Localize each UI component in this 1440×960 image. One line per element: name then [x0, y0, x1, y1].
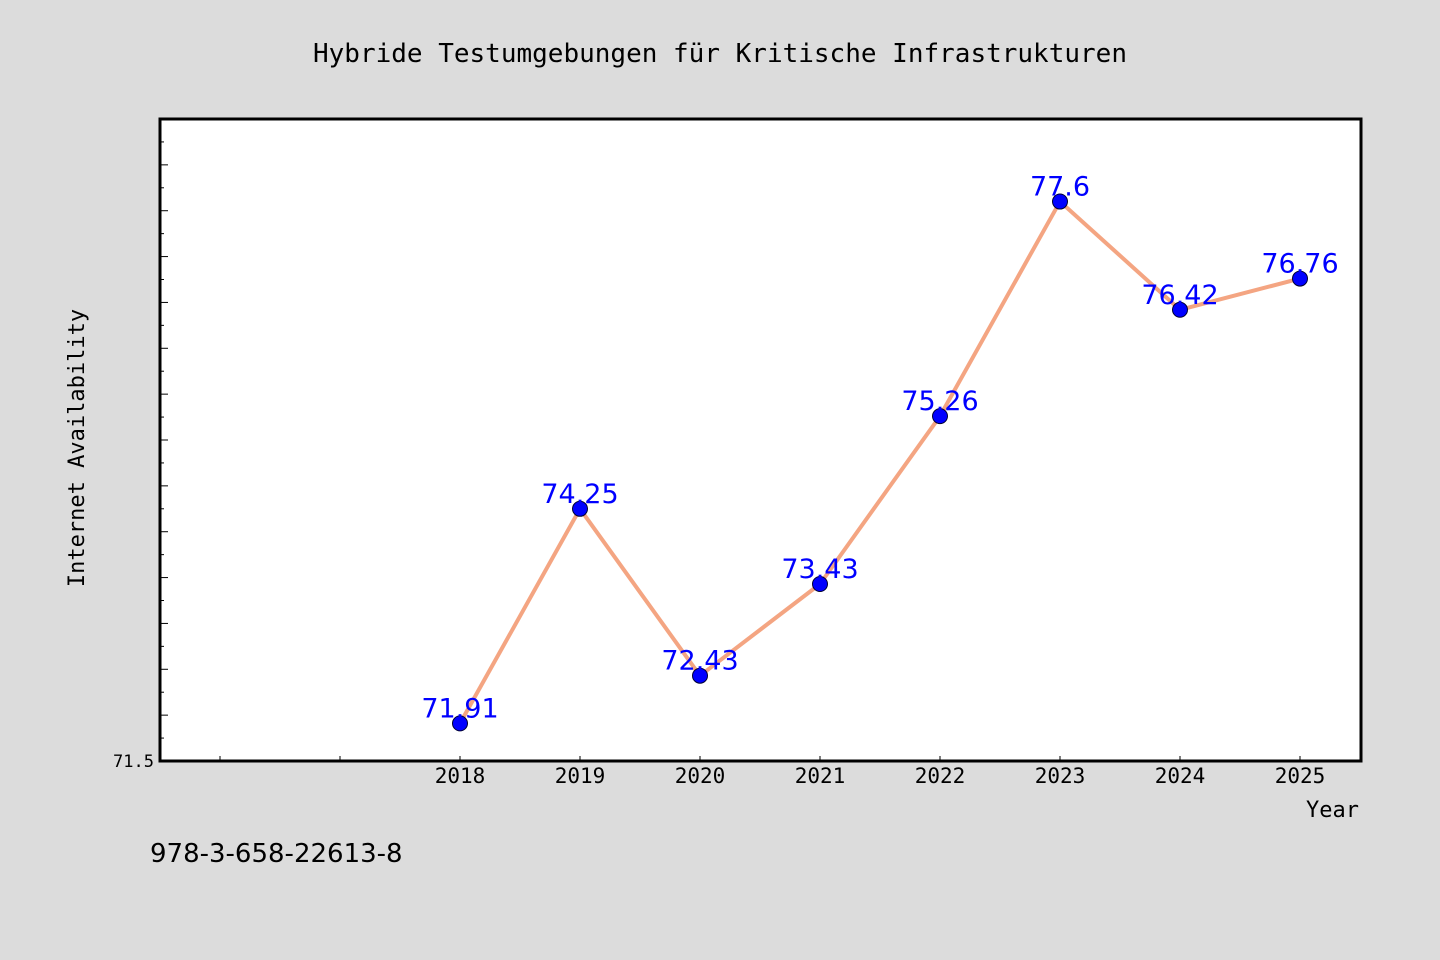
data-label: 76.42	[1141, 280, 1218, 311]
data-label: 77.6	[1030, 172, 1090, 203]
data-point	[1052, 193, 1068, 210]
x-axis-ticks: 2018 2019 2020 2021 2022 2023 2024 2025	[219, 756, 1326, 788]
data-point	[812, 575, 828, 592]
x-tick-label: 2025	[1275, 764, 1326, 788]
data-labels: 71.91 74.25 72.43 73.43 75.26 77.6 76.42 76.76	[421, 172, 1338, 725]
data-label: 73.43	[781, 554, 858, 585]
y-tick-label: 71.5	[113, 752, 154, 772]
data-point	[572, 500, 588, 517]
plot-area	[158, 117, 1363, 763]
data-label: 76.76	[1261, 249, 1338, 280]
x-tick-label: 2018	[435, 764, 486, 788]
x-tick-label: 2022	[915, 764, 966, 788]
data-point	[452, 715, 468, 732]
data-label: 71.91	[421, 693, 498, 724]
x-tick-label: 2024	[1155, 764, 1206, 788]
x-tick-label: 2021	[795, 764, 846, 788]
data-point	[1172, 301, 1188, 318]
data-point	[692, 667, 708, 684]
y-axis-ticks: 71.5	[113, 118, 168, 772]
x-tick-label: 2019	[555, 764, 606, 788]
data-point	[932, 408, 948, 425]
chart-title: Hybride Testumgebungen für Kritische Inf…	[313, 39, 1127, 69]
x-tick-label: 2020	[675, 764, 726, 788]
y-axis-label: Internet Availability	[65, 309, 90, 587]
data-label: 74.25	[541, 479, 618, 510]
data-label: 72.43	[661, 646, 738, 677]
series-layer	[452, 193, 1308, 732]
x-tick-label: 2023	[1035, 764, 1086, 788]
footer-isbn: 978-3-658-22613-8	[150, 839, 403, 869]
series-line	[458, 199, 1301, 725]
x-axis-label: Year	[1306, 798, 1359, 823]
data-point	[1292, 270, 1308, 287]
data-label: 75.26	[901, 386, 978, 417]
